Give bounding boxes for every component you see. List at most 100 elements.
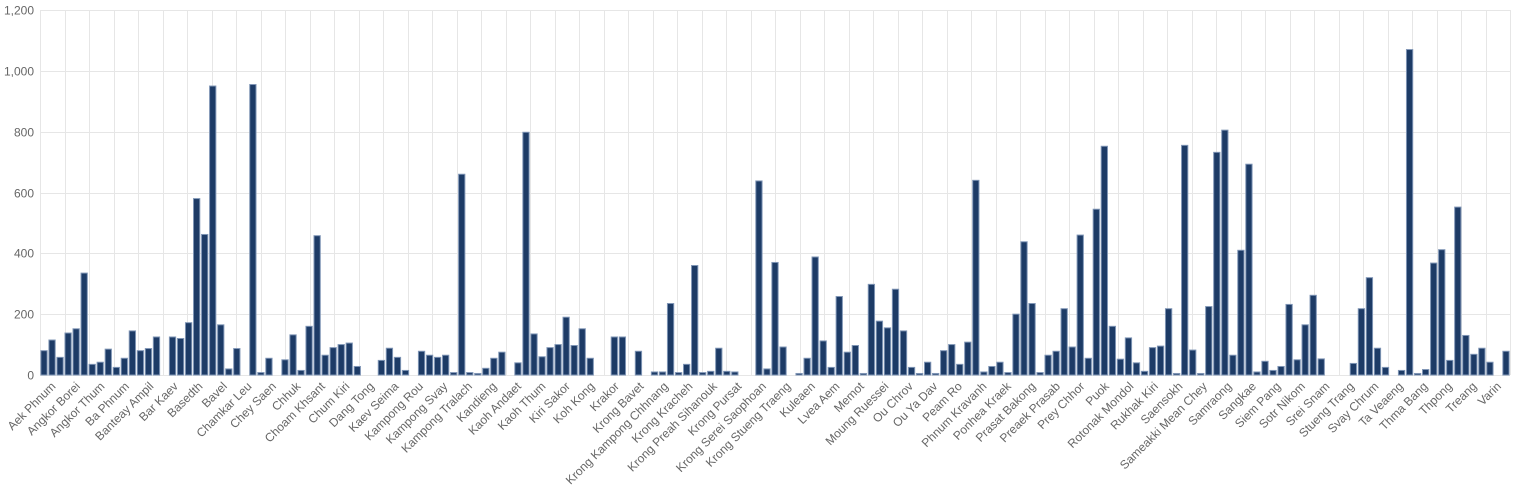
bar [1357, 308, 1366, 376]
bar [514, 362, 522, 376]
bar [827, 366, 835, 376]
bar [1277, 365, 1285, 376]
bar [715, 347, 723, 376]
bar [112, 366, 120, 376]
bar [1373, 347, 1382, 376]
bar [923, 361, 932, 376]
bar [56, 356, 64, 376]
bar [1293, 359, 1301, 376]
bar [811, 256, 819, 376]
bar [1430, 262, 1438, 376]
bar [217, 324, 225, 376]
bar [1413, 372, 1422, 376]
bar [1092, 208, 1100, 376]
bar [562, 316, 570, 376]
bar [329, 347, 337, 376]
bar [168, 336, 177, 376]
y-tick-label: 0 [27, 369, 34, 383]
bar [1084, 357, 1092, 376]
bar [1422, 369, 1430, 376]
bar [289, 334, 297, 376]
bar [835, 296, 843, 376]
bar [1245, 163, 1253, 376]
bar [450, 372, 458, 376]
bar [144, 348, 153, 376]
bar [1108, 325, 1117, 376]
bar [417, 350, 426, 376]
bar [1020, 241, 1028, 376]
bar [1076, 234, 1084, 376]
bar [201, 233, 209, 376]
bar [40, 350, 48, 376]
bar [980, 371, 988, 376]
bars [40, 49, 1510, 376]
bar [570, 345, 578, 376]
bar [1317, 358, 1325, 376]
bar [1221, 129, 1229, 376]
bar [1478, 347, 1486, 376]
bar [377, 359, 386, 376]
bar [578, 328, 586, 376]
bar [88, 363, 96, 376]
bar [1462, 334, 1470, 376]
bar [1100, 145, 1108, 376]
bar [1132, 362, 1141, 376]
bar [1036, 372, 1044, 376]
bar [546, 347, 554, 376]
bar [610, 336, 618, 376]
bar [458, 173, 466, 376]
bar [297, 369, 305, 376]
bar [899, 330, 908, 376]
bar [1068, 346, 1076, 376]
bar [1405, 49, 1414, 376]
bar [1446, 359, 1454, 376]
bar [1004, 372, 1012, 376]
bar [867, 283, 876, 376]
bar [64, 332, 72, 376]
bar [883, 327, 892, 376]
bar [128, 330, 137, 376]
bar [932, 372, 940, 376]
bar [1381, 366, 1390, 376]
bar [1229, 354, 1237, 376]
bar [618, 336, 627, 376]
bar [972, 179, 980, 376]
bar [707, 370, 715, 376]
bar [634, 350, 643, 376]
bar [915, 372, 924, 376]
bar [104, 348, 112, 376]
bar [683, 363, 691, 376]
bar [1012, 313, 1020, 376]
bar [176, 338, 185, 376]
bar [1470, 353, 1478, 376]
bar [691, 265, 699, 376]
bar [136, 350, 145, 376]
bar [265, 357, 273, 376]
bar [771, 261, 779, 376]
bar [1044, 354, 1052, 376]
bar [851, 345, 859, 376]
bar [1253, 371, 1261, 376]
bar [803, 357, 811, 376]
y-tick-label: 800 [14, 126, 34, 140]
bar [1213, 151, 1221, 376]
bar [1486, 361, 1494, 376]
y-tick-label: 400 [14, 247, 34, 261]
bar [281, 359, 289, 376]
bar [1028, 303, 1036, 376]
bar [779, 346, 787, 376]
bar [1164, 308, 1173, 376]
bar [1301, 324, 1309, 376]
bar [209, 85, 217, 376]
bar [1285, 303, 1293, 376]
x-tick-label: Varin [1475, 379, 1504, 408]
bar [345, 342, 353, 376]
bar [650, 371, 659, 376]
bar [353, 365, 361, 376]
bar [1173, 372, 1181, 376]
bar [755, 180, 763, 376]
bar [184, 322, 193, 376]
bar [1502, 350, 1510, 376]
